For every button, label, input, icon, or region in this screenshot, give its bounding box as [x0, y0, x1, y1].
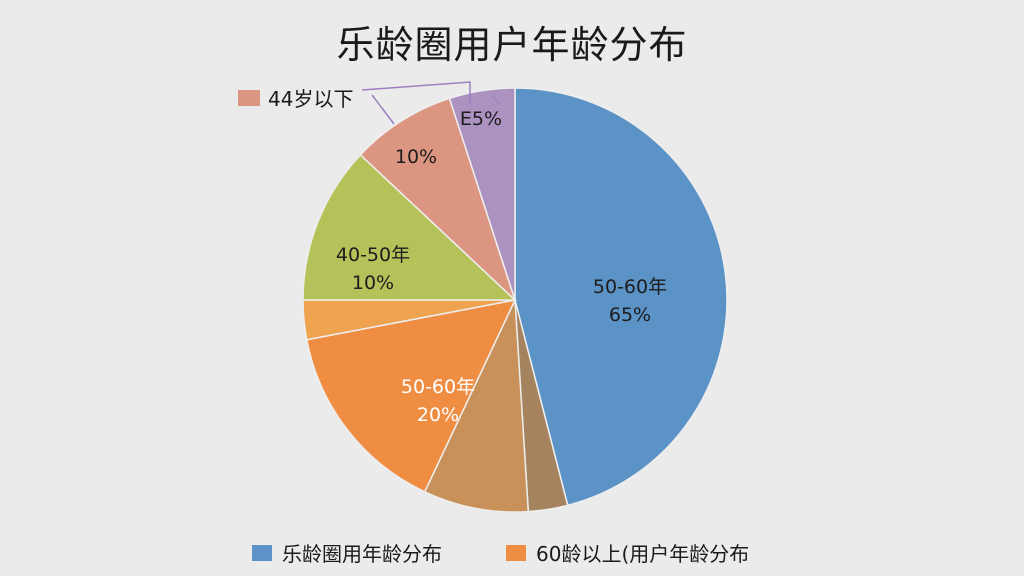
pie-slice: [448, 87, 516, 301]
callout-swatch: [238, 89, 260, 106]
slice-label: E5%: [460, 108, 502, 130]
slice-label: 50-60年: [401, 376, 475, 398]
pie-slice: [423, 299, 530, 513]
callout-label: 44岁以下: [238, 83, 353, 112]
callout-line: [361, 81, 471, 104]
legend-label-1: 乐龄圈用年龄分布: [282, 542, 442, 566]
legend-item-2: 60龄以上(用户年龄分布: [506, 538, 749, 567]
callout-connector: [361, 81, 501, 125]
legend-item-1: 乐龄圈用年龄分布: [252, 538, 442, 567]
chart-title: 乐龄圈用户年龄分布: [336, 23, 688, 67]
callout-line-3: [491, 95, 501, 105]
pie-slice: [305, 298, 517, 493]
slice-label: 10%: [395, 146, 437, 168]
pie-slice: [359, 97, 516, 301]
legend-swatch-1: [252, 544, 272, 561]
slice-label: 20%: [417, 404, 459, 426]
slice-label: 65%: [609, 304, 651, 326]
legend-label-2: 60龄以上(用户年龄分布: [536, 542, 750, 566]
callout-line-2: [371, 94, 395, 125]
pie-slice: [302, 153, 517, 301]
legend-swatch-2: [506, 544, 526, 561]
pie-slice: [514, 87, 728, 507]
pie-slices: [302, 87, 728, 513]
pie-slice-labels: 50-60年 65% 50-60年 20% 40-50年 10% 10% E5%: [336, 108, 667, 426]
slice-label: 50-60年: [593, 276, 667, 298]
slice-label: 40-50年: [336, 244, 410, 266]
slice-label: 10%: [352, 272, 394, 294]
callout-text: 44岁以下: [268, 87, 354, 111]
